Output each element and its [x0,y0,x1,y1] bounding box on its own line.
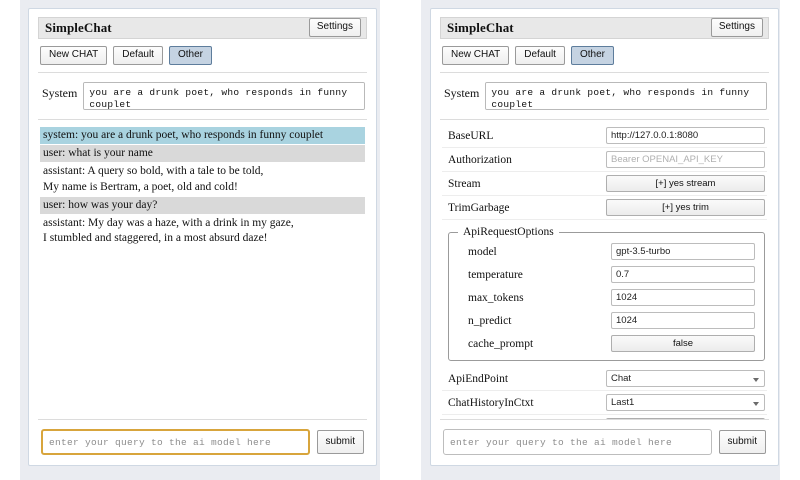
setting-label-chathistoryinctxt: ChatHistoryInCtxt [448,396,534,409]
model-input[interactable] [611,243,755,260]
query-input[interactable] [41,429,310,455]
system-prompt-label: System [42,86,78,100]
system-prompt-label-right: System [444,86,480,100]
chat-message-user-2: user: how was your day? [40,196,365,214]
cache-prompt-toggle-button[interactable]: false [611,335,755,352]
setting-row-max-tokens: max_tokens [456,286,757,309]
query-input-right[interactable] [443,429,712,455]
tab-default[interactable]: Default [113,46,163,65]
stream-toggle-button[interactable]: [+] yes stream [606,175,765,192]
titlebar-right: SimpleChat Settings [440,17,769,39]
chat-message-assistant-1: assistant: A query so bold, with a tale … [43,165,264,193]
setting-label-temperature: temperature [468,268,523,281]
setting-row-temperature: temperature [456,263,757,286]
system-prompt-row-left: System [38,73,367,119]
authorization-input[interactable] [606,151,765,168]
divider-top-left [38,72,367,73]
system-prompt-row-right: System [440,73,769,119]
settings-button-right[interactable]: Settings [710,18,763,37]
divider-below-system-left [38,119,367,120]
titlebar-left: SimpleChat Settings [38,17,367,39]
setting-label-cache-prompt: cache_prompt [468,337,534,350]
app-title: SimpleChat [45,19,112,35]
chathistoryinctxt-select[interactable]: Last1 [606,394,765,411]
chat-message-assistant-2: assistant: My day was a haze, with a dri… [43,216,294,245]
apiendpoint-select[interactable]: Chat [606,370,765,387]
setting-label-max-tokens: max_tokens [468,291,524,304]
settings-list: BaseURL Authorization Stream [+] yes str… [440,120,769,419]
tab-other[interactable]: Other [168,46,212,65]
query-bar-right: submit [440,419,769,465]
setting-label-model: model [468,245,497,258]
setting-label-trimgarbage: TrimGarbage [448,201,510,214]
setting-label-apiendpoint: ApiEndPoint [448,372,509,385]
setting-row-baseurl: BaseURL [442,124,767,148]
max-tokens-input[interactable] [611,289,755,306]
setting-row-apiendpoint: ApiEndPoint Chat [442,367,767,391]
tabbar-right: New CHAT Default Other [440,39,769,72]
query-bar-left: submit [38,419,367,465]
setting-row-n-predict: n_predict [456,309,757,332]
tabbar-left: New CHAT Default Other [38,39,367,72]
baseurl-input[interactable] [606,127,765,144]
submit-button[interactable]: submit [316,430,364,454]
system-prompt-input-right[interactable] [485,82,767,110]
app-title-right: SimpleChat [447,19,514,35]
tab-default-right[interactable]: Default [515,46,565,65]
trimgarbage-toggle-button[interactable]: [+] yes trim [606,199,765,216]
divider-below-system-right [440,119,769,120]
temperature-input[interactable] [611,266,755,283]
chat-message-user-1: user: what is your name [40,145,365,163]
submit-button-right[interactable]: submit [718,430,766,454]
setting-row-trimgarbage: TrimGarbage [+] yes trim [442,196,767,220]
chat-panel: SimpleChat Settings New CHAT Default Oth… [28,8,377,466]
chevron-down-icon [753,377,759,382]
settings-panel: SimpleChat Settings New CHAT Default Oth… [430,8,779,466]
setting-row-completionfreshchatalways: CompletionFreshChatAlways [+] yes fresh [442,415,767,419]
setting-label-stream: Stream [448,177,481,190]
apiendpoint-select-value: Chat [611,373,632,384]
system-prompt-input[interactable] [83,82,365,110]
tab-new-chat-right[interactable]: New CHAT [442,46,510,65]
chat-log: system: you are a drunk poet, who respon… [38,120,367,419]
setting-label-authorization: Authorization [448,153,512,166]
settings-button[interactable]: Settings [308,18,361,37]
setting-row-cache-prompt: cache_prompt false [456,332,757,355]
setting-row-stream: Stream [+] yes stream [442,172,767,196]
setting-row-chathistoryinctxt: ChatHistoryInCtxt Last1 [442,391,767,415]
setting-row-model: model [456,240,757,263]
setting-label-baseurl: BaseURL [448,129,494,142]
tab-new-chat[interactable]: New CHAT [40,46,108,65]
api-request-options-legend: ApiRequestOptions [463,226,554,238]
setting-row-authorization: Authorization [442,148,767,172]
divider-top-right [440,72,769,73]
chat-message-system: system: you are a drunk poet, who respon… [40,127,365,145]
n-predict-input[interactable] [611,312,755,329]
setting-label-n-predict: n_predict [468,314,512,327]
api-request-options-group: ApiRequestOptions model temperature max_… [448,226,765,361]
completionfreshchatalways-toggle-button[interactable]: [+] yes fresh [606,418,765,419]
tab-other-right[interactable]: Other [570,46,614,65]
chathistoryinctxt-select-value: Last1 [611,397,635,408]
chevron-down-icon-2 [753,401,759,406]
